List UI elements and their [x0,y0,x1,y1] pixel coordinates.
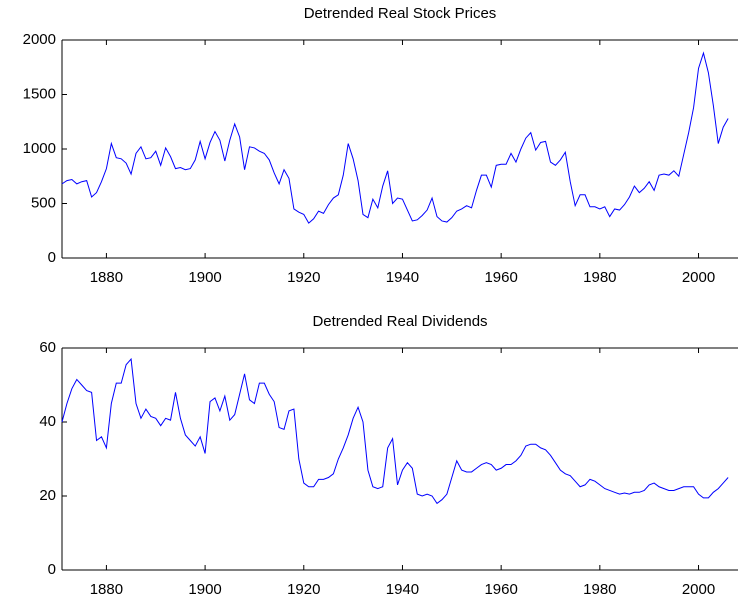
x-tick-label: 1980 [583,581,616,598]
chart-title: Detrended Real Dividends [312,313,487,330]
y-tick-label: 40 [39,413,56,430]
x-tick-label: 1880 [90,269,123,286]
x-tick-label: 1880 [90,581,123,598]
y-tick-label: 0 [48,249,56,266]
x-tick-label: 1960 [484,269,517,286]
x-tick-label: 2000 [682,581,715,598]
data-line [61,51,729,224]
y-tick-label: 2000 [23,31,56,48]
x-tick-label: 1920 [287,581,320,598]
x-tick-label: 1920 [287,269,320,286]
x-tick-label: 1940 [386,269,419,286]
y-tick-label: 500 [31,194,56,211]
y-tick-label: 20 [39,487,56,504]
y-tick-label: 0 [48,561,56,578]
y-tick-label: 1500 [23,85,56,102]
data-line [61,357,729,505]
x-tick-label: 1980 [583,269,616,286]
y-tick-label: 1000 [23,140,56,157]
chart-title: Detrended Real Stock Prices [304,5,497,22]
x-tick-label: 1900 [188,269,221,286]
y-tick-label: 60 [39,339,56,356]
x-tick-label: 1900 [188,581,221,598]
x-tick-label: 1960 [484,581,517,598]
x-tick-label: 2000 [682,269,715,286]
x-tick-label: 1940 [386,581,419,598]
